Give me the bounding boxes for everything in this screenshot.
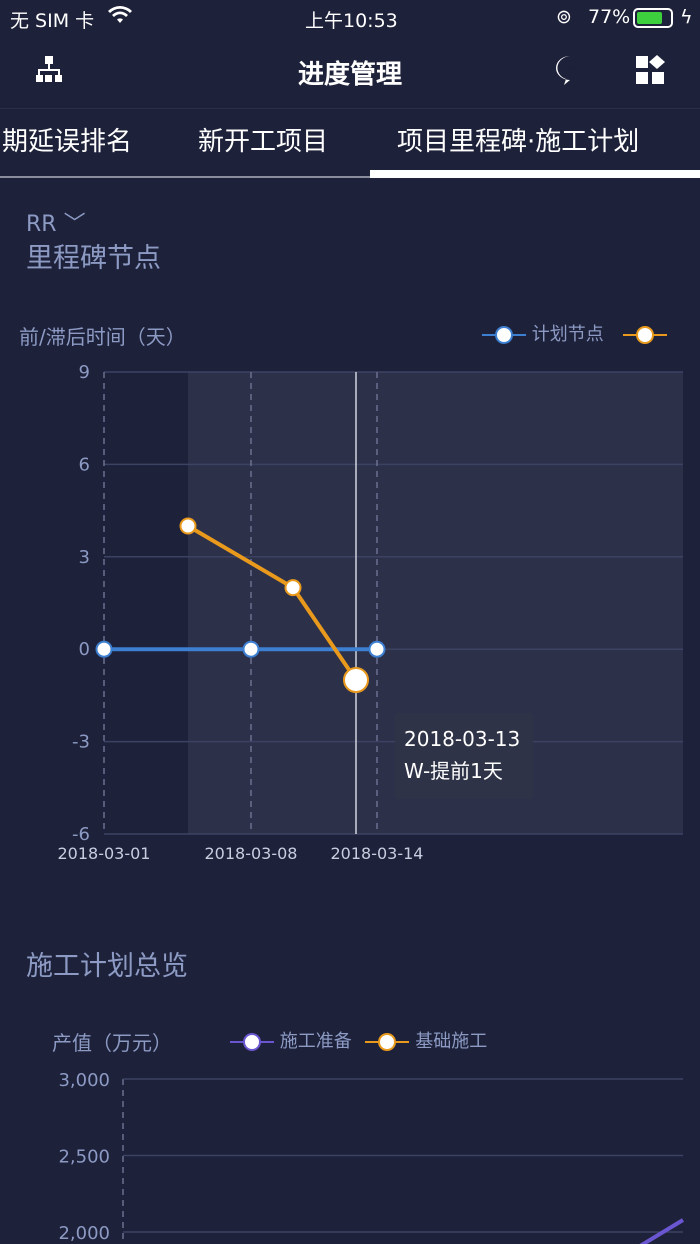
carrier: 无 SIM 卡 bbox=[10, 10, 95, 32]
active-tab-indicator bbox=[370, 170, 700, 178]
chart1-ylabel: 前/滞后时间（天） bbox=[19, 325, 186, 349]
chat-icon[interactable] bbox=[554, 54, 586, 90]
y-tick-label: -6 bbox=[72, 824, 90, 845]
tab-delay-ranking[interactable]: 期延误排名 bbox=[2, 127, 133, 157]
clock: 上午10:53 bbox=[305, 10, 398, 32]
y-tick-label: -3 bbox=[72, 732, 90, 753]
legend-marker-plan bbox=[482, 326, 526, 344]
selector-value: RR bbox=[26, 212, 57, 237]
project-selector[interactable]: RR ﹀ bbox=[26, 206, 86, 238]
y-tick-label: 2,000 bbox=[58, 1223, 110, 1244]
data-point bbox=[179, 517, 197, 535]
page-title: 进度管理 bbox=[297, 60, 402, 90]
data-point bbox=[343, 667, 369, 693]
data-point bbox=[95, 640, 113, 658]
plan-chart: 3,000 2,500 2,000 bbox=[58, 1070, 685, 1244]
legend-marker-foundation bbox=[365, 1033, 410, 1051]
chevron-down-icon: ﹀ bbox=[63, 212, 86, 237]
y-tick-label: 2,500 bbox=[58, 1147, 110, 1168]
x-tick-label: 2018-03-01 bbox=[58, 844, 151, 863]
section-title-milestone: 里程碑节点 bbox=[26, 243, 161, 274]
legend-label-foundation: 基础施工 bbox=[415, 1031, 488, 1052]
rotation-lock-icon: ⊚ bbox=[556, 6, 572, 28]
tab-bar: 期延误排名 新开工项目 项目里程碑·施工计划 bbox=[0, 108, 700, 178]
x-tick-label: 2018-03-08 bbox=[205, 844, 298, 863]
y-tick-label: 9 bbox=[79, 362, 90, 383]
y-tick-label: 0 bbox=[79, 639, 90, 660]
y-tick-label: 3 bbox=[79, 547, 90, 568]
y-tick-label: 6 bbox=[79, 454, 90, 475]
apps-icon[interactable] bbox=[634, 54, 666, 90]
data-point bbox=[368, 640, 386, 658]
battery-icon bbox=[633, 8, 673, 28]
chart2-ylabel: 产值（万元） bbox=[52, 1031, 172, 1055]
nav-bar: 进度管理 bbox=[0, 36, 700, 108]
legend-marker-actual bbox=[623, 326, 668, 344]
section-title-plan: 施工计划总览 bbox=[26, 951, 188, 982]
data-point bbox=[284, 579, 302, 597]
chart1-legend[interactable]: 计划节点 bbox=[482, 320, 668, 346]
series-line bbox=[639, 1218, 685, 1244]
x-tick-label: 2018-03-14 bbox=[331, 844, 424, 863]
y-tick-label: 3,000 bbox=[58, 1070, 110, 1091]
tab-milestone-plan[interactable]: 项目里程碑·施工计划 bbox=[397, 127, 640, 157]
chart-tooltip: 2018-03-13 W-提前1天 bbox=[395, 713, 533, 799]
data-point bbox=[242, 640, 260, 658]
tooltip-date: 2018-03-13 bbox=[404, 727, 521, 751]
legend-marker-prep bbox=[230, 1033, 274, 1051]
charging-icon: ϟ bbox=[680, 6, 693, 28]
legend-label-plan: 计划节点 bbox=[531, 324, 604, 345]
legend-label-prep: 施工准备 bbox=[279, 1031, 352, 1052]
status-bar: 无 SIM 卡 上午10:53 ⊚ 77% ϟ bbox=[0, 0, 700, 36]
tooltip-text: W-提前1天 bbox=[404, 759, 503, 783]
org-chart-icon[interactable] bbox=[33, 54, 65, 90]
chart2-legend[interactable]: 施工准备 基础施工 bbox=[230, 1027, 487, 1053]
tab-new-projects[interactable]: 新开工项目 bbox=[198, 127, 329, 157]
wifi-icon bbox=[108, 5, 132, 30]
battery-percent: 77% bbox=[588, 6, 631, 28]
